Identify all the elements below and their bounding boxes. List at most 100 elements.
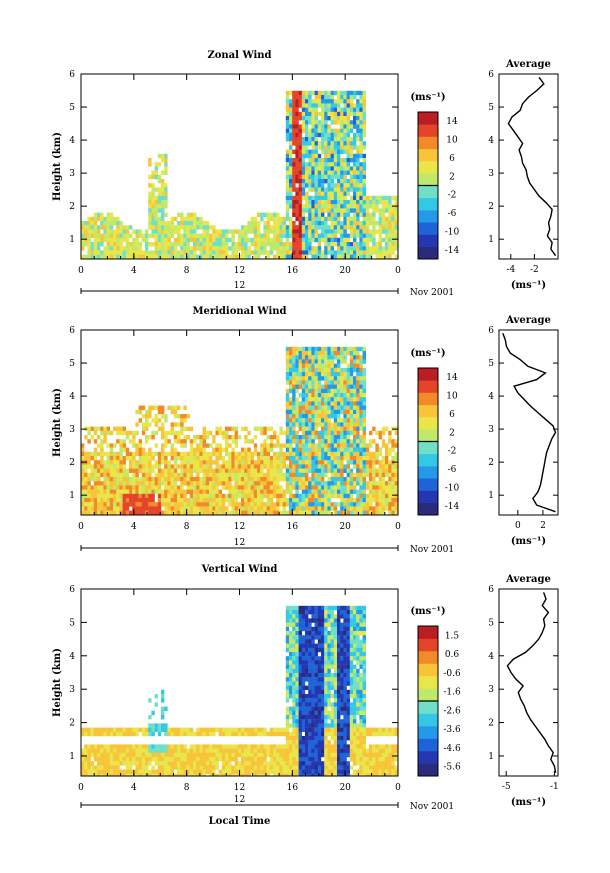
x-tick-label: 12 bbox=[234, 522, 245, 532]
colorbar-band bbox=[418, 701, 438, 714]
x-tick-label: 20 bbox=[339, 783, 351, 793]
colorbar-band bbox=[418, 738, 438, 752]
colorbar-band bbox=[418, 751, 438, 764]
colorbar-band bbox=[418, 246, 438, 260]
average-frame bbox=[498, 588, 559, 777]
average-y-tick-label: 5 bbox=[488, 103, 494, 113]
colorbar-tick-label: 14 bbox=[446, 373, 458, 383]
x-tick-label: 8 bbox=[184, 266, 190, 276]
colorbar-band bbox=[418, 478, 438, 491]
date-label: Nov 2001 bbox=[410, 288, 454, 298]
y-tick-label: 2 bbox=[69, 719, 75, 729]
x-tick-label: 0 bbox=[78, 522, 84, 532]
colorbar-band bbox=[418, 222, 438, 235]
y-tick-label: 6 bbox=[69, 326, 75, 336]
average-profile-line bbox=[502, 333, 557, 513]
average-y-tick-label: 1 bbox=[488, 752, 494, 762]
x-axis-label: Local Time bbox=[209, 816, 271, 827]
average-y-tick-label: 3 bbox=[488, 425, 494, 435]
colorbar-tick-label: 0.6 bbox=[445, 650, 460, 660]
chart-title: Meridional Wind bbox=[192, 306, 286, 317]
y-tick-label: 3 bbox=[69, 169, 75, 179]
x-tick-label: 0 bbox=[395, 783, 401, 793]
colorbar-tick-label: -4.6 bbox=[443, 744, 461, 754]
colorbar-tick-label: -6 bbox=[448, 465, 457, 475]
colorbar-band bbox=[418, 453, 438, 467]
colorbar-band bbox=[418, 197, 438, 211]
colorbar-band bbox=[418, 726, 438, 739]
x-tick-label: 0 bbox=[395, 522, 401, 532]
colorbar-tick-label: 6 bbox=[449, 154, 455, 164]
x-tick-label: 16 bbox=[287, 522, 299, 532]
day-marker-label: 12 bbox=[234, 538, 245, 548]
average-frame bbox=[498, 73, 559, 260]
colorbar-tick-label: 1.5 bbox=[445, 631, 460, 641]
average-x-tick-label: 2 bbox=[540, 521, 546, 531]
colorbar-band bbox=[418, 502, 438, 516]
colorbar-tick-label: -3.6 bbox=[443, 725, 461, 735]
colorbar-band bbox=[418, 392, 438, 406]
average-y-tick-label: 4 bbox=[488, 136, 494, 146]
average-title: Average bbox=[505, 59, 551, 70]
colorbar-band bbox=[418, 148, 438, 162]
colorbar-band bbox=[418, 688, 438, 702]
average-x-tick-label: 0 bbox=[515, 521, 521, 531]
colorbar-band bbox=[418, 124, 438, 137]
colorbar-tick-label: -6 bbox=[448, 209, 457, 219]
x-tick-label: 20 bbox=[339, 266, 351, 276]
colorbar-band bbox=[418, 626, 438, 639]
average-y-tick-label: 4 bbox=[488, 652, 494, 662]
heatmap-field bbox=[81, 605, 398, 776]
chart-title: Zonal Wind bbox=[207, 50, 271, 61]
heatmap-field bbox=[81, 90, 398, 259]
y-tick-label: 3 bbox=[69, 685, 75, 695]
y-tick-label: 4 bbox=[69, 392, 75, 402]
y-axis-label: Height (km) bbox=[52, 132, 63, 201]
y-tick-label: 1 bbox=[69, 491, 75, 501]
colorbar-tick-label: 14 bbox=[446, 117, 458, 127]
colorbar-band bbox=[418, 173, 438, 186]
colorbar-units: (ms⁻¹) bbox=[410, 606, 445, 617]
average-profile-line bbox=[506, 592, 557, 773]
day-marker-label: 12 bbox=[234, 281, 245, 291]
average-y-tick-label: 6 bbox=[488, 585, 494, 595]
colorbar-band bbox=[418, 234, 438, 248]
x-tick-label: 0 bbox=[78, 266, 84, 276]
y-tick-label: 4 bbox=[69, 652, 75, 662]
average-y-tick-label: 5 bbox=[488, 618, 494, 628]
average-y-tick-label: 1 bbox=[488, 235, 494, 245]
average-profile-line bbox=[507, 76, 557, 257]
colorbar-band bbox=[418, 404, 438, 418]
y-tick-label: 2 bbox=[69, 458, 75, 468]
x-tick-label: 12 bbox=[234, 783, 245, 793]
colorbar-band bbox=[418, 663, 438, 677]
average-x-axis-label: (ms⁻¹) bbox=[511, 280, 546, 291]
colorbar-tick-label: -5.6 bbox=[443, 763, 461, 773]
colorbar-tick-label: -10 bbox=[445, 483, 460, 493]
average-y-tick-label: 2 bbox=[488, 719, 494, 729]
colorbar-tick-label: 6 bbox=[449, 410, 455, 420]
colorbar-band bbox=[418, 651, 438, 664]
x-tick-label: 16 bbox=[287, 266, 299, 276]
colorbar-units: (ms⁻¹) bbox=[410, 92, 445, 103]
date-label: Nov 2001 bbox=[410, 545, 454, 555]
y-tick-label: 1 bbox=[69, 752, 75, 762]
date-label: Nov 2001 bbox=[410, 802, 454, 812]
y-tick-label: 5 bbox=[69, 618, 75, 628]
colorbar-band bbox=[418, 161, 438, 174]
colorbar-band bbox=[418, 638, 438, 652]
colorbar-tick-label: -2 bbox=[448, 191, 457, 201]
colorbar-band bbox=[418, 676, 438, 689]
average-x-tick-label: -2 bbox=[530, 265, 539, 275]
colorbar-tick-label: -14 bbox=[445, 502, 460, 512]
average-y-tick-label: 2 bbox=[488, 458, 494, 468]
average-y-tick-label: 3 bbox=[488, 169, 494, 179]
x-tick-label: 4 bbox=[131, 783, 137, 793]
average-y-tick-label: 6 bbox=[488, 70, 494, 80]
colorbar-tick-label: 10 bbox=[446, 136, 458, 146]
y-tick-label: 5 bbox=[69, 359, 75, 369]
average-y-tick-label: 6 bbox=[488, 326, 494, 336]
colorbar-tick-label: -0.6 bbox=[443, 669, 461, 679]
colorbar-band bbox=[418, 466, 438, 479]
